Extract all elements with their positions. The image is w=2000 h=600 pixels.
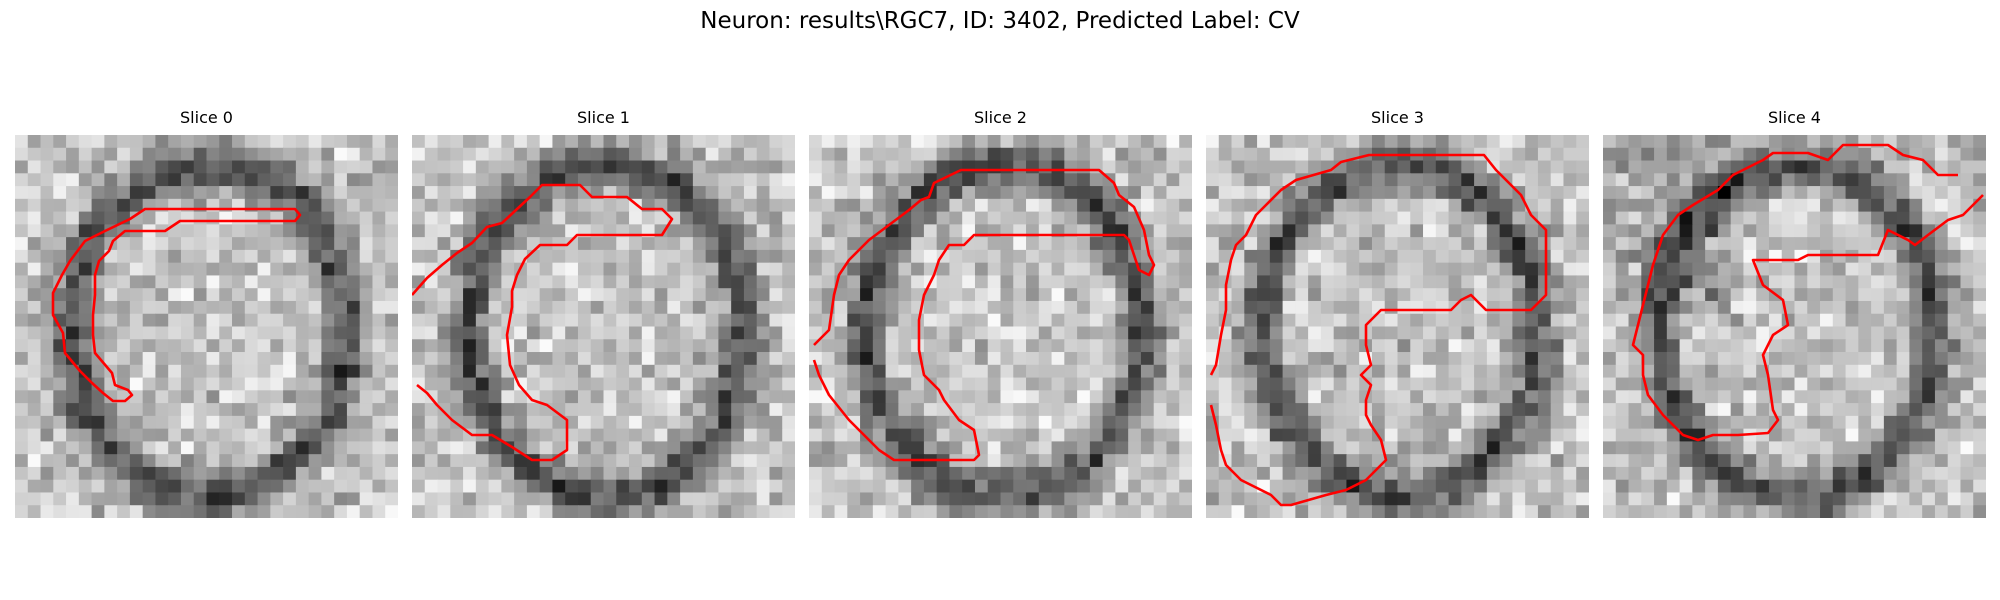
segmentation-contour [1631, 143, 1984, 442]
segmentation-contour [51, 207, 302, 403]
slice-panel-3: Slice 3 [1206, 108, 1589, 518]
segmentation-contour [412, 183, 674, 462]
segmentation-contour [1209, 153, 1548, 507]
slice-image [809, 135, 1192, 518]
slice-panel-0: Slice 0 [15, 108, 398, 518]
slice-panel-4: Slice 4 [1603, 108, 1986, 518]
slice-image [1603, 135, 1986, 518]
slice-image [15, 135, 398, 518]
segmentation-contour [812, 168, 1156, 462]
figure-title: Neuron: results\RGC7, ID: 3402, Predicte… [700, 8, 1300, 34]
slice-title: Slice 2 [974, 108, 1027, 127]
slice-image [412, 135, 795, 518]
slice-title: Slice 3 [1371, 108, 1424, 127]
slice-title: Slice 0 [180, 108, 233, 127]
slice-panel-2: Slice 2 [809, 108, 1192, 518]
slice-image [1206, 135, 1589, 518]
slice-title: Slice 4 [1768, 108, 1821, 127]
slice-panel-1: Slice 1 [412, 108, 795, 518]
slice-title: Slice 1 [577, 108, 630, 127]
